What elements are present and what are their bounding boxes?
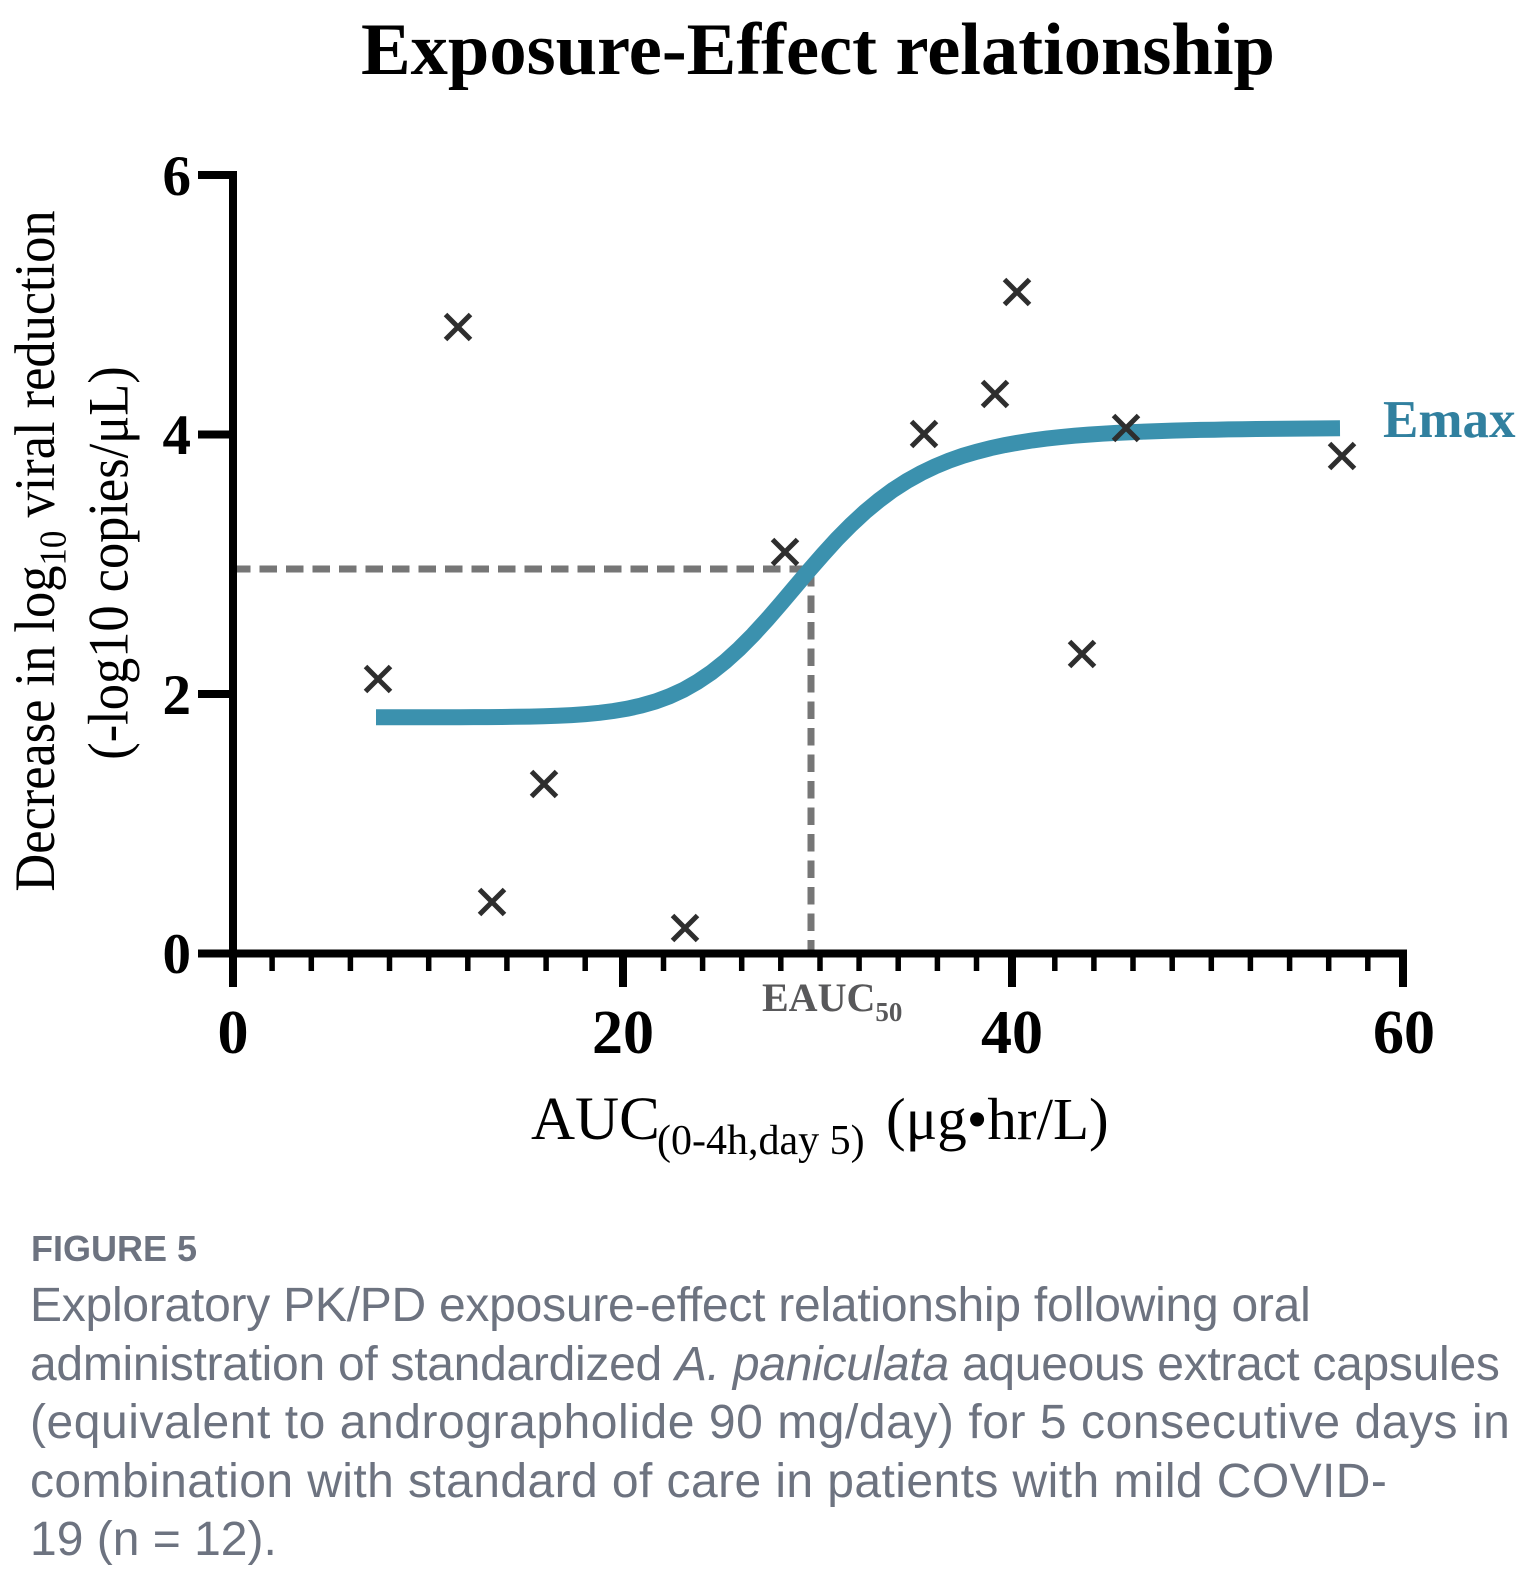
svg-text:20: 20 xyxy=(592,999,654,1067)
svg-text:(0-4h,day 5): (0-4h,day 5) xyxy=(657,1118,865,1164)
svg-text:40: 40 xyxy=(981,999,1043,1067)
svg-text:2: 2 xyxy=(163,664,192,727)
svg-text:60: 60 xyxy=(1373,999,1435,1067)
svg-text:AUC: AUC xyxy=(531,1086,660,1153)
svg-text:0: 0 xyxy=(163,923,192,986)
svg-text:EAUC50: EAUC50 xyxy=(762,975,902,1027)
svg-text:Emax: Emax xyxy=(1383,391,1516,449)
svg-text:4: 4 xyxy=(163,404,192,467)
svg-text:(μg•hr/L): (μg•hr/L) xyxy=(886,1086,1109,1152)
svg-text:6: 6 xyxy=(163,145,192,208)
svg-text:(-log10 copies/μL): (-log10 copies/μL) xyxy=(77,366,140,760)
svg-text:0: 0 xyxy=(218,999,249,1067)
svg-text:Exposure-Effect relationship: Exposure-Effect relationship xyxy=(361,9,1275,91)
svg-text:Decrease in log10 viral reduct: Decrease in log10 viral reduction xyxy=(3,210,74,891)
